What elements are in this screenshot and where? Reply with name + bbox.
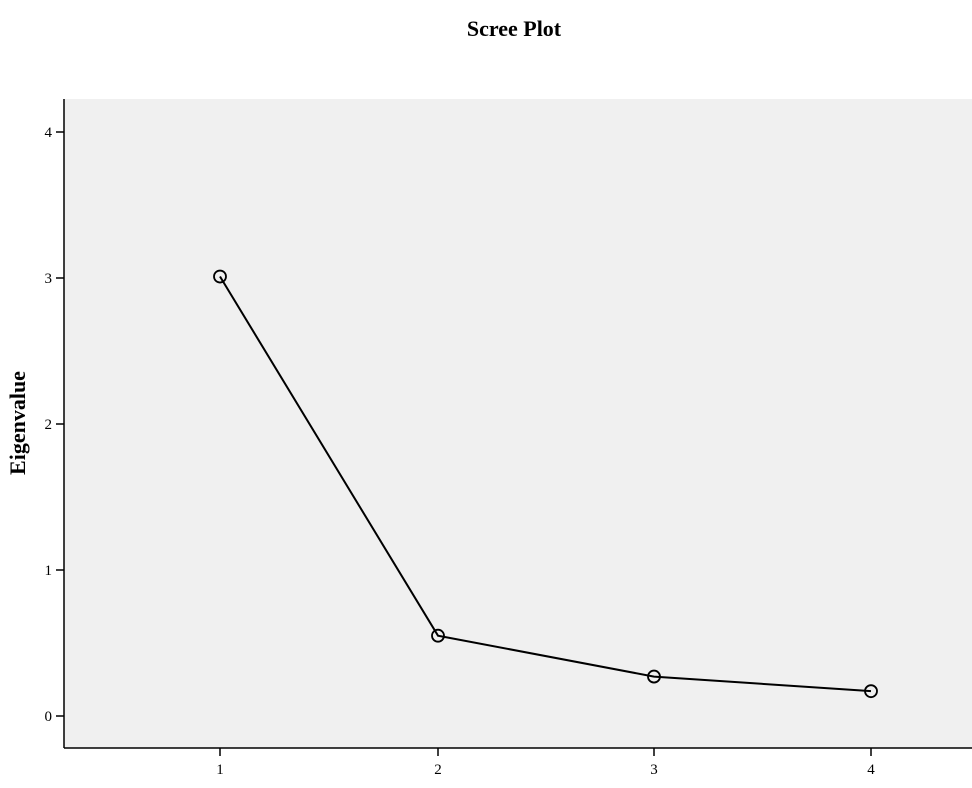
y-tick-label: 3 [45,271,53,287]
data-point [213,269,227,284]
x-tick-label: 4 [867,762,875,778]
plot-area [64,99,972,748]
y-tick-label: 0 [45,709,53,725]
x-axis-ticks: 1 2 3 4 [216,748,875,778]
data-point [864,684,878,699]
y-tick-label: 2 [45,417,53,433]
y-axis-label: Eigenvalue [5,371,30,475]
data-point [647,669,661,684]
y-axis-ticks: 0 1 2 3 4 [45,125,64,725]
y-tick-label: 4 [45,125,53,141]
x-tick-label: 3 [650,762,658,778]
y-tick-label: 1 [45,563,53,579]
series-line [219,276,872,693]
series-layer [213,269,878,699]
x-tick-label: 2 [434,762,442,778]
x-tick-label: 1 [216,762,224,778]
chart-title: Scree Plot [467,16,562,41]
data-point [431,628,445,643]
